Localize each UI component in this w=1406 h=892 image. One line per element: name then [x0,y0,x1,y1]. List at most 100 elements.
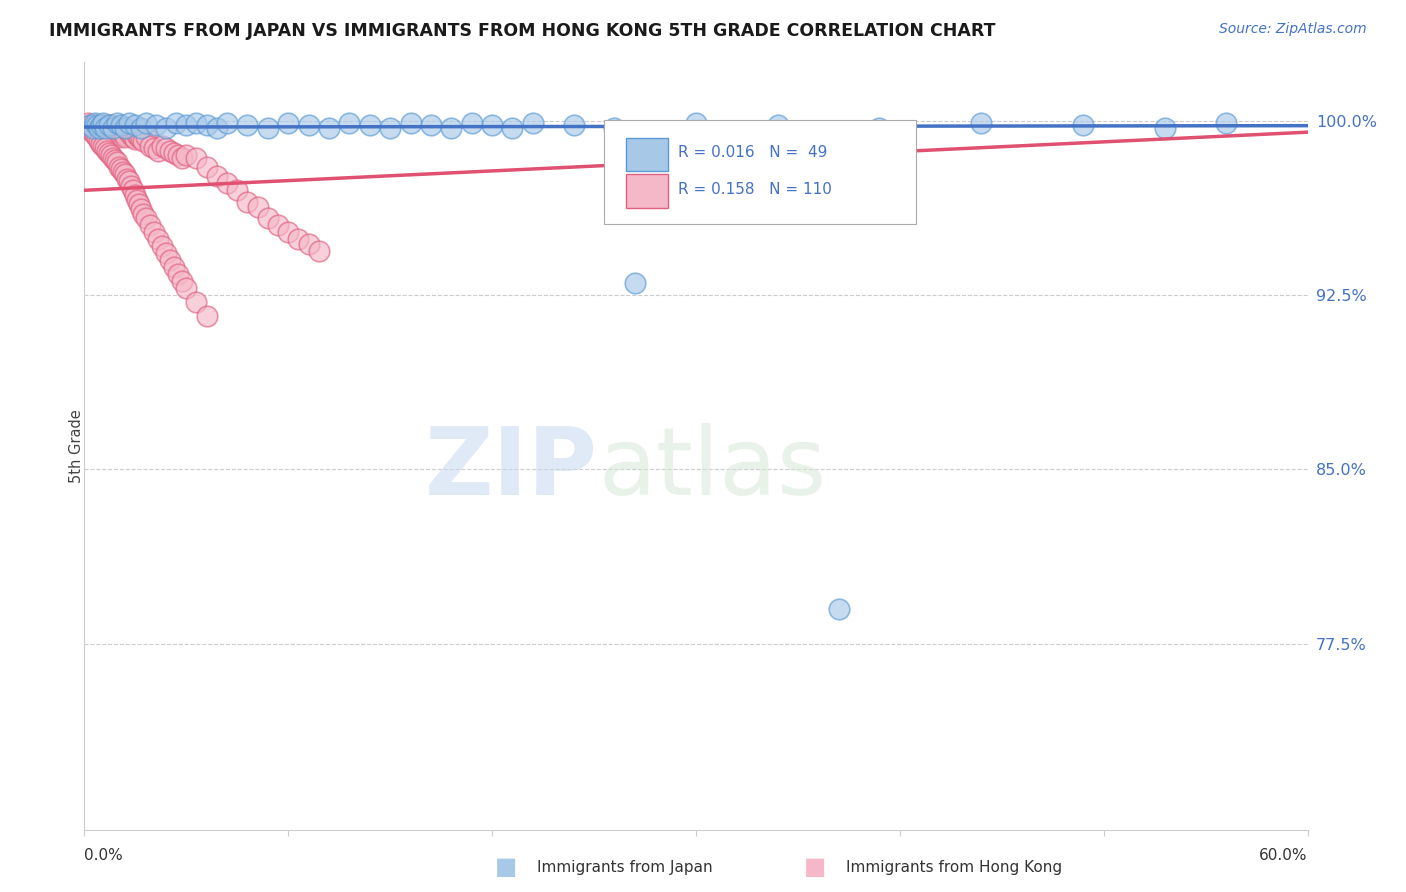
Point [277,225,299,239]
Point [150,239,173,253]
Point [96,120,118,135]
Point [146,232,169,246]
Point [159,253,181,268]
Point [115,123,138,137]
Text: ZIP: ZIP [425,423,598,515]
Point [339,116,361,130]
Point [124,188,146,202]
Point [132,135,155,149]
Point [131,120,153,135]
Point [82,125,104,139]
Point [87,135,110,149]
Point [122,129,145,144]
Point [174,118,197,132]
Point [82,120,104,135]
Point [1073,118,1095,132]
Point [145,118,167,132]
Point [87,123,110,137]
Point [118,116,141,130]
Point [205,169,228,184]
Point [114,120,136,135]
Point [155,246,177,260]
Point [165,116,187,130]
Point [93,123,115,137]
Point [186,151,208,165]
Point [236,118,259,132]
Point [90,136,112,151]
Point [91,139,114,153]
Point [869,120,891,135]
Point [79,123,101,137]
Point [104,125,127,139]
Point [287,232,309,246]
Point [112,164,135,178]
Point [96,144,118,158]
Point [128,197,150,211]
Text: ■: ■ [495,855,517,879]
Point [217,116,239,130]
Point [91,120,114,135]
Point [118,174,141,188]
Point [1215,116,1237,130]
Point [86,118,108,132]
Point [298,236,321,251]
Point [135,129,157,144]
Point [87,120,110,135]
Point [217,177,239,191]
Point [96,123,118,137]
Point [562,118,585,132]
Point [163,260,186,274]
Point [132,206,155,220]
Text: 60.0%: 60.0% [1260,848,1308,863]
Point [82,118,104,132]
Point [277,116,299,130]
Point [90,118,112,132]
Point [100,123,122,137]
Point [83,128,105,142]
Point [87,118,110,132]
Point [105,123,128,137]
Point [82,123,104,137]
Point [522,116,544,130]
Text: Immigrants from Japan: Immigrants from Japan [537,860,713,874]
Point [236,194,259,209]
Point [77,116,100,130]
Point [195,160,218,174]
Point [110,123,132,137]
Text: ■: ■ [804,855,827,879]
Point [97,120,120,135]
Point [114,128,136,142]
Point [135,116,157,130]
Point [83,123,105,137]
Point [100,118,122,132]
Point [440,120,463,135]
Point [172,274,194,288]
Point [195,309,218,323]
Point [481,118,503,132]
Point [124,132,146,146]
Point [298,118,321,132]
Point [101,120,124,135]
Point [120,178,142,193]
Point [195,118,218,132]
Point [86,120,108,135]
Point [308,244,330,258]
Point [150,139,173,153]
Y-axis label: 5th Grade: 5th Grade [69,409,83,483]
Point [685,116,707,130]
Point [104,120,127,135]
Point [766,118,789,132]
Point [93,141,115,155]
Point [90,120,112,135]
Point [172,151,194,165]
FancyBboxPatch shape [626,175,668,208]
Point [257,120,280,135]
Point [155,141,177,155]
Point [97,118,120,132]
Point [83,120,105,135]
Point [257,211,280,226]
Point [120,128,142,142]
Point [186,116,208,130]
Point [155,120,177,135]
Point [90,123,112,137]
